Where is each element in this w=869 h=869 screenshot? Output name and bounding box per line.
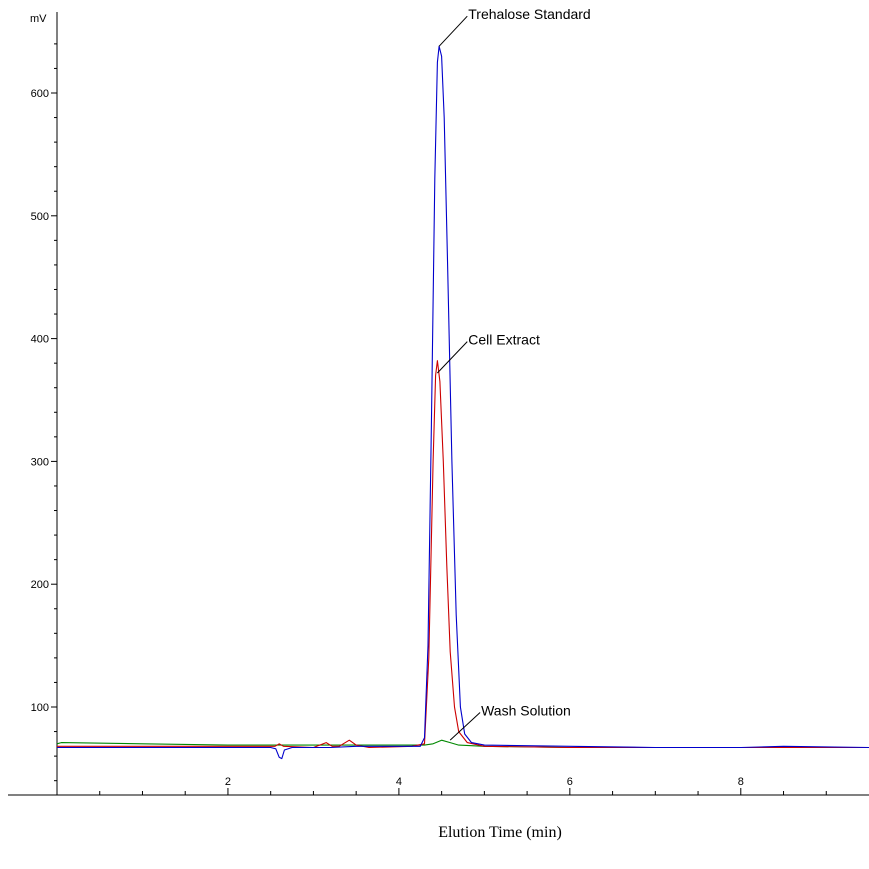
x-tick-label: 4 (396, 776, 402, 788)
annotation-leader (438, 15, 468, 47)
annotation-label: Wash Solution (481, 702, 571, 718)
y-tick-label: 300 (31, 456, 49, 468)
axes: 100 200 300 400 500 600 2 4 6 8 (8, 12, 869, 796)
y-tick-label: 200 (31, 579, 49, 591)
x-tick-label: 6 (567, 776, 573, 788)
annotation-leader (436, 341, 468, 374)
annotation-leader (449, 712, 481, 741)
series-line-trehalose-standard (57, 45, 869, 760)
annotation-label: Trehalose Standard (468, 6, 590, 22)
y-tick-label: 500 (31, 211, 49, 223)
y-tick-label: 600 (31, 88, 49, 100)
x-tick-label: 8 (738, 776, 744, 788)
y-tick-label: 400 (31, 334, 49, 346)
x-axis-label: Elution Time (min) (438, 824, 562, 841)
annotation-label: Cell Extract (468, 332, 540, 348)
series-layer (56, 45, 869, 760)
series-line-cell-extract (57, 360, 869, 749)
annotations: Trehalose Standard Cell Extract Wash Solut… (436, 6, 591, 741)
y-tick-label: 100 (31, 702, 49, 714)
x-tick-label: 2 (225, 776, 231, 788)
y-axis-unit-label: mV (30, 13, 47, 25)
